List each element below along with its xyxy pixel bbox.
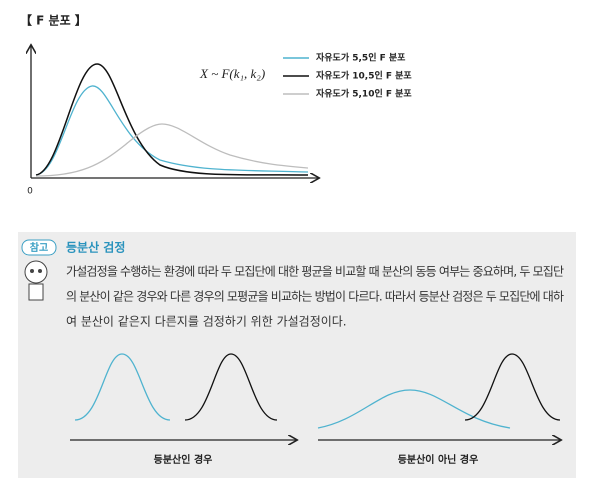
curve xyxy=(464,353,561,421)
curve xyxy=(74,353,171,421)
note-title: 등분산 검정 xyxy=(66,240,125,255)
curve xyxy=(317,389,511,429)
formula: X ~ F(k₁, k₂) xyxy=(199,66,265,81)
curve xyxy=(35,85,309,176)
body-line: 여 분산이 같은지 다른지를 검정하기 위한 가설검정이다. xyxy=(66,315,347,329)
legend-label: 자유도가 10,5인 F 분포 xyxy=(316,70,412,82)
curve xyxy=(184,353,278,421)
curve xyxy=(35,63,309,176)
body-line: 의 분산이 같은 경우와 다른 경우의 모평균을 비교하는 방법이 다르다. 따… xyxy=(66,290,564,304)
section-title: 【 F 분포 】 xyxy=(20,13,87,28)
legend-label: 자유도가 5,10인 F 분포 xyxy=(316,88,412,100)
origin-label: 0 xyxy=(27,187,33,197)
mascot-icon xyxy=(24,260,48,301)
curve xyxy=(35,123,309,177)
badge-text: 참고 xyxy=(30,241,48,254)
body-line: 가설검정을 수행하는 환경에 따라 두 모집단에 대한 평균을 비교할 때 분산… xyxy=(66,264,564,279)
badge xyxy=(21,239,57,256)
caption: 등분산이 아닌 경우 xyxy=(398,453,479,466)
caption: 등분산인 경우 xyxy=(154,453,213,466)
legend-label: 자유도가 5,5인 F 분포 xyxy=(316,52,406,64)
